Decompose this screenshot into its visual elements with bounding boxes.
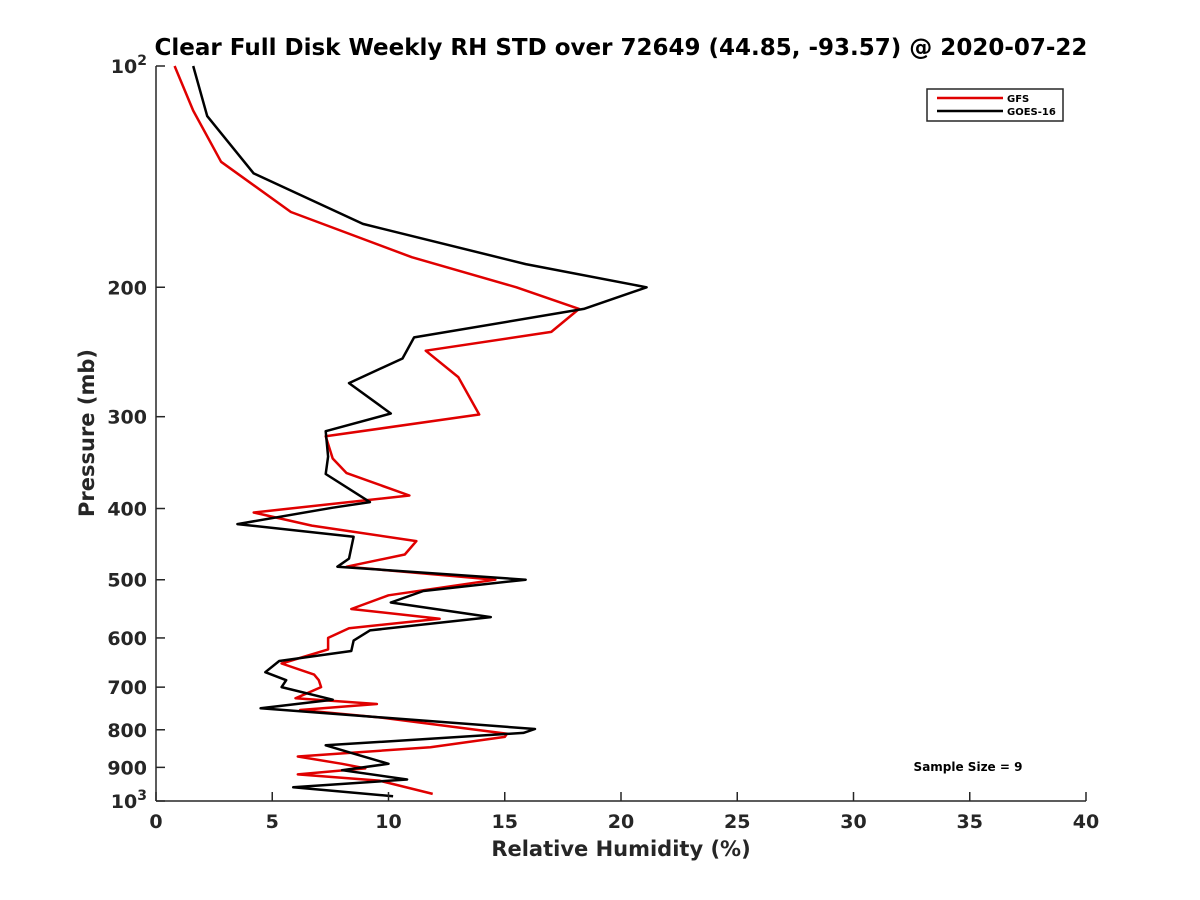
y-tick-label: 103: [111, 788, 147, 813]
series-line-goes-16: [191, 65, 648, 798]
y-tick-label: 900: [107, 757, 147, 779]
x-tick-label: 35: [957, 811, 983, 833]
y-axis-label: Pressure (mb): [75, 349, 99, 517]
chart-title: Clear Full Disk Weekly RH STD over 72649…: [155, 35, 1088, 61]
x-tick-label: 0: [149, 811, 162, 833]
legend-box: [926, 88, 1064, 122]
y-tick-label: 500: [107, 570, 147, 592]
y-tick-label: 700: [107, 677, 147, 699]
x-tick-label: 15: [492, 811, 518, 833]
x-tick-label: 10: [375, 811, 401, 833]
x-tick-label: 30: [840, 811, 866, 833]
x-tick-label: 40: [1073, 811, 1099, 833]
y-tick-label: 102: [111, 53, 147, 78]
x-ticks: 0 5 10 15 20 25 30 35 40: [149, 792, 1099, 833]
series-layer: [173, 65, 648, 798]
y-tick-label: 800: [107, 720, 147, 742]
sample-size-annotation: Sample Size = 9: [914, 760, 1023, 774]
x-tick-label: 25: [724, 811, 750, 833]
x-tick-label: 5: [266, 811, 279, 833]
x-axis-label: Relative Humidity (%): [491, 837, 750, 861]
y-tick-label: 200: [107, 277, 147, 299]
series-line-gfs: [173, 65, 581, 796]
legend-label-gfs: GFS: [1007, 94, 1029, 105]
legend-label-goes16: GOES-16: [1007, 107, 1056, 118]
y-ticks: 102 200 300 400 500 600 700 800 900 103: [107, 53, 165, 813]
x-tick-label: 20: [608, 811, 634, 833]
y-tick-label: 600: [107, 628, 147, 650]
y-tick-label: 300: [107, 407, 147, 429]
y-tick-label: 400: [107, 499, 147, 521]
legend: GFS GOES-16: [926, 88, 1064, 122]
plot-area: [156, 66, 1086, 801]
